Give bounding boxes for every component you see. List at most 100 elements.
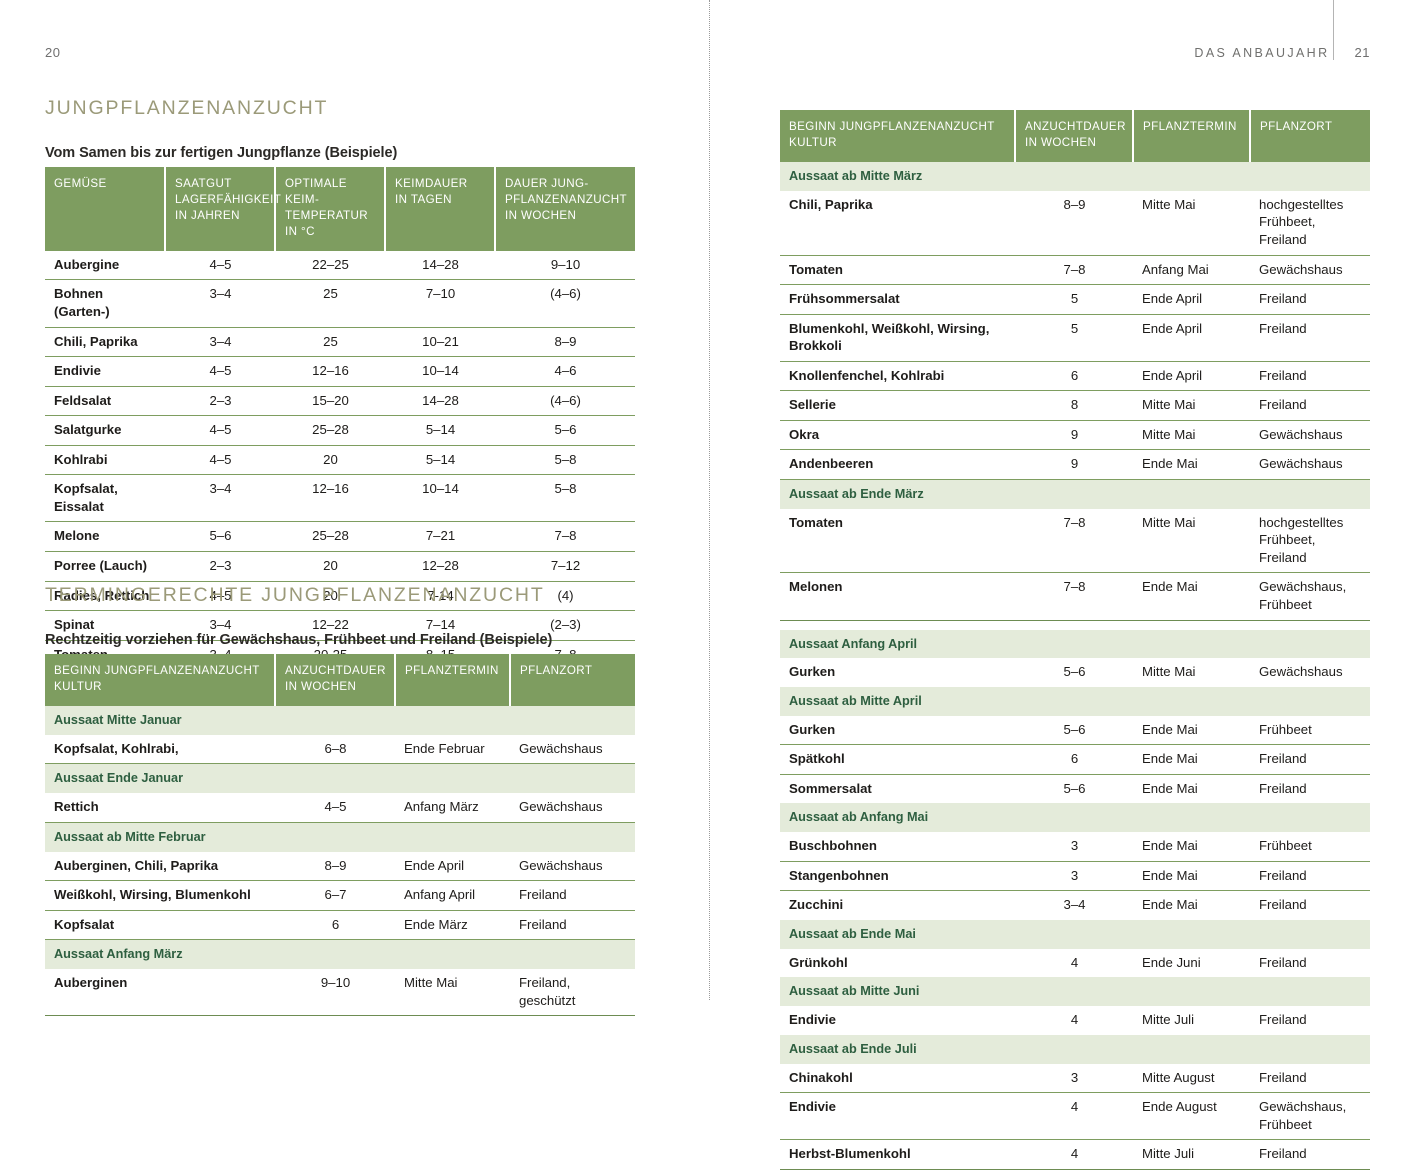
table-gap-row (780, 620, 1370, 630)
table-row: Knollenfenchel, Kohlrabi 6 Ende April Freil… (780, 361, 1370, 392)
table1-cell-name: Feldsalat (45, 386, 165, 417)
table3-cell-termin: Ende April (1133, 314, 1250, 362)
running-head-label: DAS ANBAUJAHR (1194, 45, 1330, 60)
table-row: Auberginen, Chili, Paprika 8–9 Ende April G… (45, 851, 635, 882)
table1-col-5: DAUER JUNG- PFLANZENANZUCHT IN WOCHEN (495, 167, 635, 251)
table3-cell-kultur: Gurken (789, 664, 836, 680)
table-row: Melonen 7–8 Ende Mai Gewächshaus, Frühbeet (780, 572, 1370, 621)
table3-cell-kultur: Buschbohnen (780, 832, 1015, 862)
table3-cell-ort: Freiland (1250, 361, 1370, 392)
table2-header-row: BEGINN JUNGPFLANZENANZUCHT KULTUR ANZUCHTD… (45, 654, 635, 706)
table3-cell-kultur: Tomaten (780, 508, 1015, 574)
table1-cell-value: 9–10 (495, 250, 635, 281)
table-row: Sellerie 8 Mitte Mai Freiland (780, 390, 1370, 421)
table-gap-cell (780, 620, 1370, 630)
table1-cell-name: Kohlrabi (45, 445, 165, 476)
table1-cell-value: 25 (275, 279, 385, 328)
table2-col-3: PFLANZTERMIN (395, 654, 511, 706)
table3-cell-termin: Mitte August (1133, 1063, 1250, 1094)
table-row: Aubergine 4–5 22–25 14–28 9–10 (45, 250, 635, 281)
table1-cell-value: 5–8 (495, 474, 635, 523)
table3-cell-dauer: 3 (1015, 832, 1133, 862)
table3-cell-kultur: Stangenbohnen (780, 861, 1015, 892)
table1-cell-value: 20 (275, 551, 385, 582)
table3-cell-termin: Ende August (1133, 1092, 1250, 1141)
chapter-title-jungpflanzenanzucht: JUNGPFLANZENANZUCHT (45, 97, 329, 119)
table3-cell-termin: Ende Mai (1133, 715, 1250, 746)
table3-cell-dauer: 7–8 (1015, 572, 1133, 621)
season-band-label: Aussaat ab Ende März (780, 479, 1370, 509)
table-row: Auberginen 9–10 Mitte Mai Freiland, geschüt… (45, 969, 635, 1017)
table1-cell-value: (4–6) (495, 386, 635, 417)
table1-cell-value: 7–10 (385, 279, 495, 328)
table2-caption: Rechtzeitig vorziehen für Gewächshaus, F… (45, 632, 553, 648)
table1-cell-value: 5–8 (495, 445, 635, 476)
table3-cell-kultur: Melonen (780, 572, 1015, 621)
table1-cell-value: 5–14 (385, 415, 495, 446)
table2-cell-kultur: Auberginen (45, 969, 275, 1017)
table2-cell-ort: Gewächshaus (510, 851, 635, 882)
table1-cell-name: Melone (45, 521, 165, 552)
table1-cell-name: Kopfsalat, Eissalat (45, 474, 165, 523)
table1-cell-name: Salatgurke (45, 415, 165, 446)
table1-cell-name: Chili, Paprika (45, 327, 165, 358)
table3-cell-ort: hochgestelltes Frühbeet, Freiland (1250, 190, 1370, 256)
table-row: Bohnen (Garten-) 3–4 25 7–10 (4–6) (45, 279, 635, 328)
table1-cell-value: 5–14 (385, 445, 495, 476)
table3-cell-termin: Ende Mai (1133, 572, 1250, 621)
table1-cell-value: 14–28 (385, 386, 495, 417)
table1-cell-value: 22–25 (275, 250, 385, 281)
table-row: Chinakohl 3 Mitte August Freiland (780, 1063, 1370, 1094)
table3-body: Aussaat ab Mitte März Chili, Paprika 8–9 Mi… (780, 161, 1370, 1170)
table3-cell-kultur: Knollenfenchel, Kohlrabi (780, 361, 1015, 392)
table1-cell-value: 25–28 (275, 415, 385, 446)
table3-cell-termin: Ende April (1133, 284, 1250, 315)
table3-cell-dauer: 5–6 (1063, 664, 1086, 680)
table-row: Spätkohl 6 Ende Mai Freiland (780, 744, 1370, 775)
table1-cell-value: 7-14 (385, 581, 495, 612)
table3-cell-dauer: 4 (1070, 1012, 1079, 1028)
table3-cell-ort: Freiland (1259, 1012, 1307, 1028)
table2-body: Aussaat Mitte Januar Kopfsalat, Kohlrabi,… (45, 705, 635, 1017)
season-band-row: Aussaat Anfang März (45, 939, 635, 970)
season-band-row: Aussaat ab Anfang Mai (780, 803, 1370, 833)
table3-cell-termin: Mitte Mai (1133, 420, 1250, 451)
table3-cell-termin: Anfang Mai (1133, 255, 1250, 286)
table3-cell-dauer: 9 (1015, 420, 1133, 451)
table1-cell-name: Bohnen (Garten-) (45, 279, 165, 328)
table-row: Salatgurke 4–5 25–28 5–14 5–6 (45, 415, 635, 446)
table-row: Kohlrabi 4–5 20 5–14 5–8 (45, 445, 635, 476)
table-row: Porree (Lauch) 2–3 20 12–28 7–12 (45, 551, 635, 582)
table1-cell-value: 10–21 (385, 327, 495, 358)
table1-head: GEMÜSE SAATGUT LAGERFÄHIGKEIT IN JAHREN OPTI… (45, 167, 635, 251)
table-row: Weißkohl, Wirsing, Blumenkohl 6–7 Anfang A… (45, 880, 635, 911)
table3-cell-ort: Freiland (1250, 744, 1370, 775)
table1-header-row: GEMÜSE SAATGUT LAGERFÄHIGKEIT IN JAHREN OPTI… (45, 167, 635, 251)
table3-cell-ort: Gewächshaus (1259, 664, 1343, 680)
table1-cell-value: 12–28 (385, 551, 495, 582)
season-band-label: Aussaat Mitte Januar (45, 705, 635, 735)
table2-head: BEGINN JUNGPFLANZENANZUCHT KULTUR ANZUCHTD… (45, 654, 635, 706)
table2-cell-kultur: Kopfsalat, Kohlrabi, (45, 734, 275, 765)
season-band-label: Aussaat ab Anfang Mai (780, 803, 1370, 833)
table3-cell-termin: Mitte Mai (1133, 390, 1250, 421)
table2-cell-dauer: 6–7 (275, 880, 395, 911)
table-row: Radies, Rettich 4–5 20 7-14 (4) (45, 581, 635, 612)
table3-cell-ort: Gewächshaus, Frühbeet (1250, 1092, 1370, 1141)
table1-cell-value: 4–6 (495, 356, 635, 387)
table3-cell-termin: Mitte Juli (1142, 1012, 1195, 1028)
table-row: Endivie 4 Ende August Gewächshaus, Frühbeet (780, 1092, 1370, 1141)
table3-cell-dauer: 9 (1015, 449, 1133, 480)
table3-cell-termin: Ende Mai (1133, 744, 1250, 775)
table3-cell-ort: Freiland (1250, 1063, 1370, 1094)
table1-cell-value: 3–4 (165, 279, 275, 328)
table-row: Blumenkohl, Weißkohl, Wirsing, Brokkoli 5 E… (780, 314, 1370, 362)
table2-col-2: ANZUCHTDAUER IN WOCHEN (275, 654, 396, 706)
table-row: Chili, Paprika 8–9 Mitte Mai hochgestelltes… (780, 190, 1370, 256)
table3-cell-ort: Freiland (1259, 780, 1307, 796)
page-number-left: 20 (45, 45, 61, 60)
table-row: Okra 9 Mitte Mai Gewächshaus (780, 420, 1370, 451)
table2-col-4: PFLANZORT (510, 654, 635, 706)
table1-cell-name: Spinat (45, 610, 165, 641)
table3-cell-ort: Freiland (1250, 314, 1370, 362)
